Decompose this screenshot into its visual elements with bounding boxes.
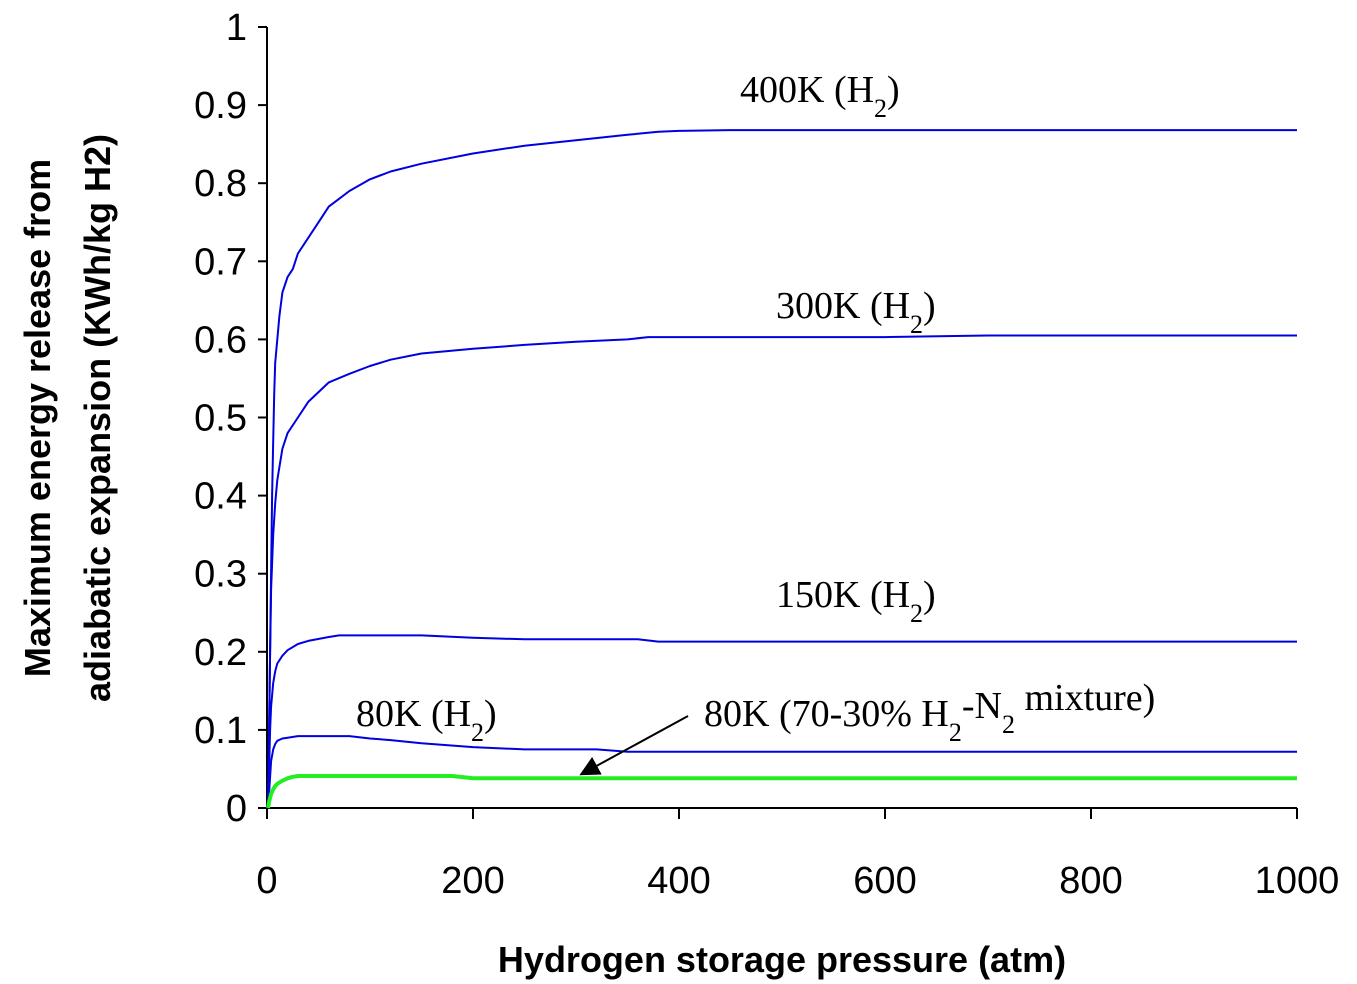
y-tick-label: 0.9 [194,85,247,127]
y-ticks: 0 0.1 0.2 0.3 0.4 0.5 0.6 0.7 0.8 0.9 1 [194,7,267,830]
label-300k: 300K (H2) [776,285,936,339]
x-axis-title: Hydrogen storage pressure (atm) [498,939,1066,980]
y-tick-label: 1 [226,7,247,49]
y-tick-label: 0.6 [194,319,247,361]
label-80k: 80K (H2) [356,693,497,747]
series-line-3 [267,634,1297,809]
series-line-2 [267,334,1297,809]
series-layer [266,129,1297,809]
x-tick-label: 600 [853,860,916,902]
y-tick-label: 0.7 [194,241,247,283]
x-ticks: 0 200 400 600 800 1000 [256,808,1339,902]
series-line-5 [266,774,1297,809]
series-line-1 [267,129,1297,809]
mixture-arrow [579,715,689,776]
y-tick-label: 0 [226,788,247,830]
label-400k: 400K (H2) [740,69,900,123]
y-axis-title-line-2: adiabatic expansion (KWh/kg H2) [77,134,118,702]
y-tick-label: 0.2 [194,632,247,674]
label-150k: 150K (H2) [776,574,936,628]
x-tick-label: 400 [647,860,710,902]
x-tick-label: 1000 [1255,860,1340,902]
label-80k-mixture: 80K (70-30% H2-N2 mixture) [704,677,1155,747]
y-tick-label: 0.5 [194,398,247,440]
y-tick-label: 0.3 [194,554,247,596]
x-tick-label: 800 [1059,860,1122,902]
y-axis-title-line-1: Maximum energy release from [17,159,58,677]
x-tick-label: 0 [256,860,277,902]
y-tick-label: 0.1 [194,710,247,752]
y-tick-label: 0.8 [194,163,247,205]
series-line-4 [267,735,1297,809]
y-tick-label: 0.4 [194,476,247,518]
x-tick-label: 200 [441,860,504,902]
